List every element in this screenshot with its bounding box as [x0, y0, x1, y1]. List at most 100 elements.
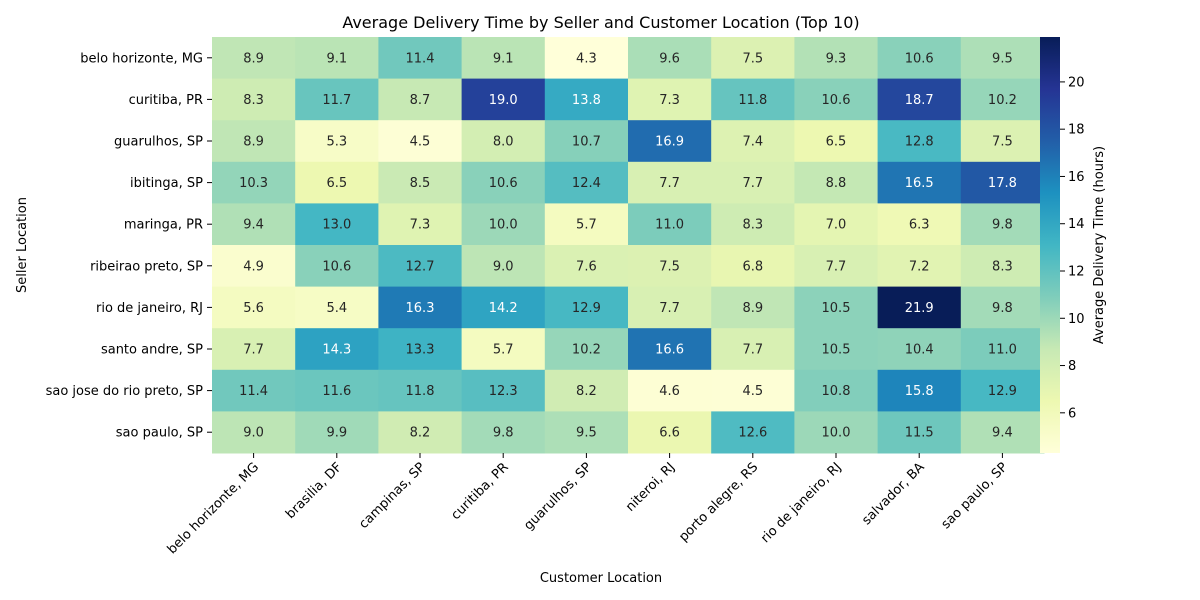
heatmap-cell — [544, 328, 629, 371]
y-axis-ticks: belo horizonte, MG curitiba, PR guarulhos,… — [46, 51, 212, 441]
x-axis-ticks: belo horizonte, MG brasilia, DF campinas, … — [165, 453, 1011, 557]
x-tick-label: sao paulo, SP — [939, 460, 1011, 532]
heatmap-cell — [960, 245, 1045, 288]
cell-value-label: 7.5 — [742, 51, 763, 66]
heatmap-cell — [212, 245, 296, 288]
y-tick-label: maringa, PR — [124, 218, 203, 233]
cell-value-label: 11.0 — [988, 343, 1017, 358]
cell-value-label: 10.6 — [822, 93, 851, 108]
cell-value-label: 10.6 — [322, 259, 351, 274]
cell-value-label: 7.7 — [659, 176, 680, 191]
heatmap-cell — [544, 203, 629, 246]
heatmap-cell — [794, 245, 879, 288]
heatmap-cell — [877, 203, 962, 246]
heatmap-cell — [960, 369, 1045, 412]
cell-value-label: 7.0 — [826, 218, 847, 233]
x-tick-label: curitiba, PR — [448, 460, 511, 523]
cell-value-label: 16.5 — [905, 176, 934, 191]
cell-value-label: 10.0 — [489, 218, 518, 233]
cell-value-label: 5.4 — [326, 301, 347, 316]
cell-value-label: 9.5 — [576, 426, 597, 441]
heatmap-cell — [877, 286, 962, 329]
y-tick-label: sao jose do rio preto, SP — [46, 384, 204, 399]
y-tick-label: belo horizonte, MG — [80, 51, 203, 66]
cell-value-label: 10.6 — [905, 51, 934, 66]
cell-value-label: 10.0 — [822, 426, 851, 441]
heatmap-cell — [794, 286, 879, 329]
cell-value-label: 4.5 — [742, 384, 763, 399]
cell-value-label: 17.8 — [988, 176, 1017, 191]
heatmap-cell — [794, 78, 879, 121]
cell-value-label: 11.8 — [738, 93, 767, 108]
heatmap-cell — [212, 161, 296, 204]
heatmap-cell — [960, 203, 1045, 246]
cell-value-label: 18.7 — [905, 93, 934, 108]
cell-value-label: 8.8 — [826, 176, 847, 191]
cell-value-label: 11.8 — [406, 384, 435, 399]
cell-value-label: 4.5 — [410, 135, 431, 150]
colorbar-ticks: 6 8 10 12 14 16 18 20 — [1060, 75, 1085, 421]
heatmap-cell — [628, 411, 712, 454]
cell-value-label: 6.3 — [909, 218, 930, 233]
heatmap-cell — [628, 245, 712, 288]
cell-value-label: 10.5 — [822, 301, 851, 316]
cell-value-label: 8.9 — [243, 135, 264, 150]
heatmap-cell — [877, 245, 962, 288]
heatmap-cell — [628, 78, 712, 121]
cell-value-label: 8.2 — [576, 384, 597, 399]
heatmap-cell — [461, 203, 546, 246]
heatmap-cell — [711, 78, 795, 121]
cell-value-label: 14.2 — [489, 301, 518, 316]
heatmap-cell — [461, 78, 546, 121]
colorbar-tick-label: 14 — [1068, 217, 1085, 232]
heatmap-cell — [544, 120, 629, 163]
heatmap-cell — [877, 411, 962, 454]
heatmap-cell — [378, 120, 463, 163]
heatmap-cell — [544, 37, 629, 80]
cell-value-label: 7.5 — [992, 135, 1013, 150]
heatmap-cell — [378, 203, 463, 246]
cell-value-label: 7.7 — [659, 301, 680, 316]
x-tick-label: porto alegre, RS — [676, 460, 761, 545]
cell-value-label: 7.5 — [659, 259, 680, 274]
x-tick-label: campinas, SP — [356, 460, 428, 532]
heatmap-cell — [212, 411, 296, 454]
cell-value-label: 11.7 — [322, 93, 351, 108]
heatmap-cells: 8.9 9.1 11.4 9.1 4.3 9.6 7.5 9.3 10.6 9.5 8.3 11.7 8… — [212, 37, 1045, 454]
cell-value-label: 6.5 — [326, 176, 347, 191]
heatmap-cell — [711, 369, 795, 412]
cell-value-label: 10.5 — [822, 343, 851, 358]
cell-value-label: 9.4 — [992, 426, 1013, 441]
cell-value-label: 7.7 — [826, 259, 847, 274]
cell-value-label: 10.3 — [239, 176, 268, 191]
heatmap-cell — [794, 369, 879, 412]
cell-value-label: 6.5 — [826, 135, 847, 150]
cell-value-label: 14.3 — [322, 343, 351, 358]
heatmap-cell — [212, 37, 296, 80]
heatmap-cell — [794, 328, 879, 371]
cell-value-label: 10.2 — [988, 93, 1017, 108]
heatmap-cell — [711, 37, 795, 80]
cell-value-label: 7.6 — [576, 259, 597, 274]
cell-value-label: 15.8 — [905, 384, 934, 399]
cell-value-label: 10.8 — [822, 384, 851, 399]
heatmap-cell — [794, 161, 879, 204]
cell-value-label: 4.6 — [659, 384, 680, 399]
heatmap-cell — [212, 328, 296, 371]
chart-title: Average Delivery Time by Seller and Cust… — [342, 13, 859, 32]
heatmap-cell — [295, 78, 379, 121]
heatmap-cell — [711, 328, 795, 371]
heatmap-cell — [960, 78, 1045, 121]
cell-value-label: 9.1 — [326, 51, 347, 66]
y-tick-label: santo andre, SP — [101, 343, 203, 358]
heatmap-cell — [461, 161, 546, 204]
cell-value-label: 6.6 — [659, 426, 680, 441]
heatmap-cell — [378, 411, 463, 454]
cell-value-label: 11.4 — [239, 384, 268, 399]
cell-value-label: 8.9 — [742, 301, 763, 316]
colorbar-tick-label: 10 — [1068, 312, 1085, 327]
cell-value-label: 8.2 — [410, 426, 431, 441]
heatmap-cell — [960, 411, 1045, 454]
heatmap-cell — [960, 120, 1045, 163]
cell-value-label: 9.9 — [326, 426, 347, 441]
